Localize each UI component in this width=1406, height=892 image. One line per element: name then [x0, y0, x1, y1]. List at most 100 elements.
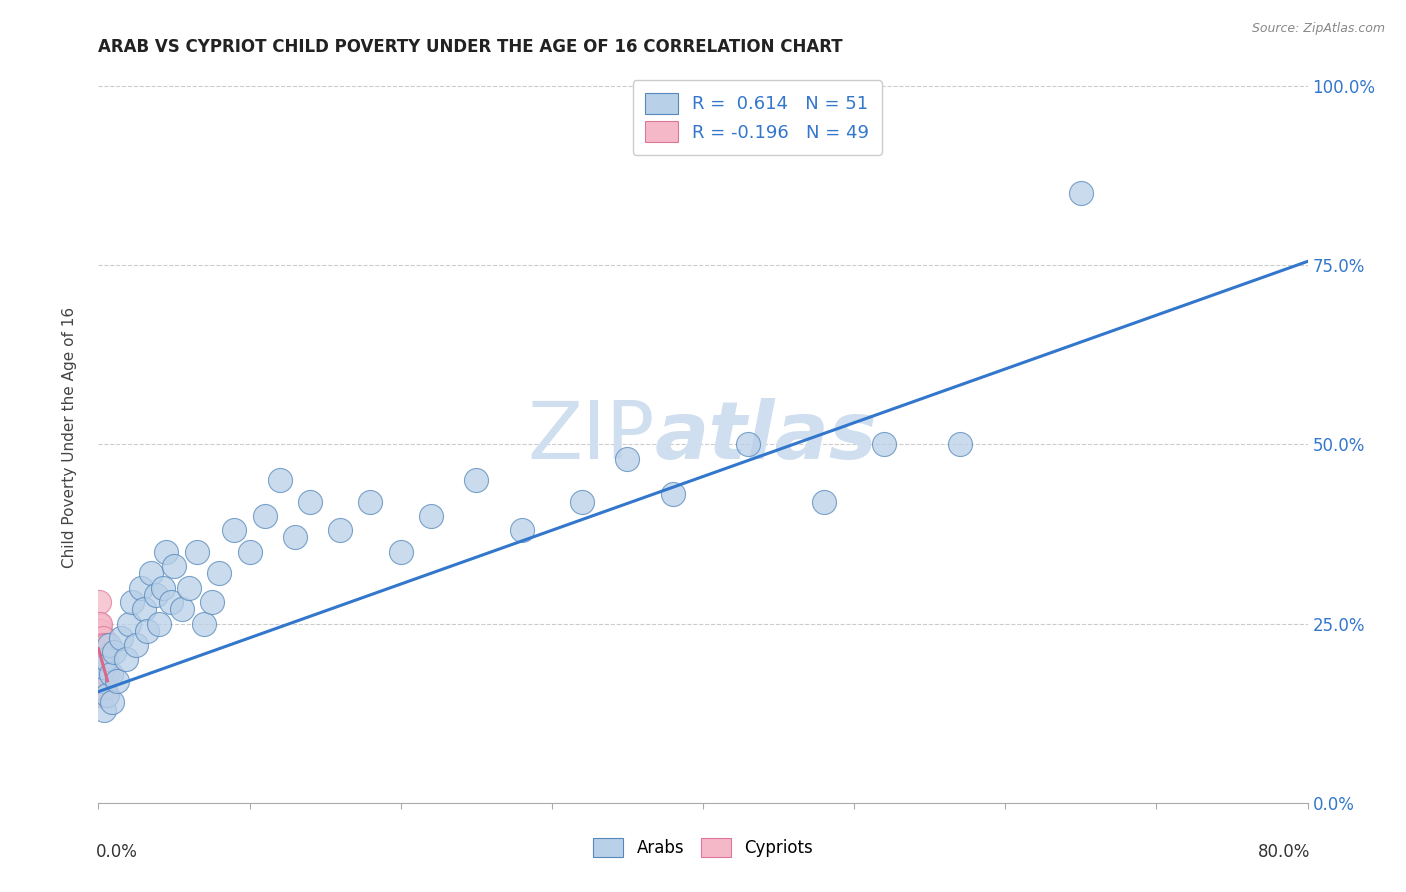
- Point: [465, 473, 488, 487]
- Point: [239, 545, 262, 559]
- Point: [118, 616, 141, 631]
- Point: [253, 508, 276, 523]
- Point: [87, 638, 110, 652]
- Point: [87, 666, 110, 681]
- Point: [201, 595, 224, 609]
- Point: [103, 645, 125, 659]
- Text: atlas: atlas: [655, 398, 877, 476]
- Point: [105, 673, 128, 688]
- Text: 80.0%: 80.0%: [1257, 843, 1310, 861]
- Point: [90, 673, 112, 688]
- Point: [89, 688, 111, 702]
- Point: [90, 645, 112, 659]
- Point: [129, 581, 152, 595]
- Point: [91, 631, 114, 645]
- Point: [90, 666, 112, 681]
- Point: [89, 659, 111, 673]
- Point: [90, 659, 112, 673]
- Point: [90, 659, 112, 673]
- Point: [571, 494, 593, 508]
- Point: [94, 688, 117, 702]
- Point: [89, 652, 111, 666]
- Point: [616, 451, 638, 466]
- Point: [89, 652, 111, 666]
- Point: [360, 494, 382, 508]
- Point: [91, 638, 114, 652]
- Point: [87, 616, 110, 631]
- Point: [148, 616, 170, 631]
- Point: [170, 602, 193, 616]
- Y-axis label: Child Poverty Under the Age of 16: Child Poverty Under the Age of 16: [62, 307, 77, 567]
- Point: [160, 595, 183, 609]
- Point: [510, 524, 533, 538]
- Point: [87, 688, 110, 702]
- Point: [186, 545, 208, 559]
- Point: [94, 673, 117, 688]
- Point: [208, 566, 231, 581]
- Point: [145, 588, 167, 602]
- Point: [93, 702, 115, 716]
- Point: [284, 531, 307, 545]
- Point: [90, 666, 112, 681]
- Point: [91, 659, 114, 673]
- Point: [89, 616, 111, 631]
- Point: [125, 638, 148, 652]
- Point: [96, 666, 118, 681]
- Point: [1070, 186, 1092, 201]
- Text: 0.0%: 0.0%: [96, 843, 138, 861]
- Point: [110, 631, 132, 645]
- Point: [91, 652, 114, 666]
- Point: [163, 559, 186, 574]
- Point: [89, 681, 111, 695]
- Point: [420, 508, 443, 523]
- Point: [96, 688, 118, 702]
- Point: [94, 638, 117, 652]
- Legend: Arabs, Cypriots: Arabs, Cypriots: [586, 831, 820, 864]
- Text: ARAB VS CYPRIOT CHILD POVERTY UNDER THE AGE OF 16 CORRELATION CHART: ARAB VS CYPRIOT CHILD POVERTY UNDER THE …: [98, 38, 844, 56]
- Point: [737, 437, 759, 451]
- Point: [155, 545, 177, 559]
- Point: [101, 695, 124, 709]
- Point: [873, 437, 896, 451]
- Point: [90, 673, 112, 688]
- Point: [389, 545, 412, 559]
- Point: [98, 638, 121, 652]
- Point: [114, 652, 136, 666]
- Point: [121, 595, 143, 609]
- Point: [90, 638, 112, 652]
- Point: [813, 494, 835, 508]
- Point: [89, 666, 111, 681]
- Point: [89, 595, 111, 609]
- Point: [152, 581, 174, 595]
- Point: [93, 638, 115, 652]
- Text: ZIP: ZIP: [527, 398, 655, 476]
- Point: [329, 524, 352, 538]
- Point: [661, 487, 683, 501]
- Point: [193, 616, 215, 631]
- Point: [89, 652, 111, 666]
- Point: [90, 688, 112, 702]
- Point: [91, 666, 114, 681]
- Point: [132, 602, 155, 616]
- Point: [90, 673, 112, 688]
- Point: [100, 666, 122, 681]
- Point: [91, 673, 114, 688]
- Point: [135, 624, 157, 638]
- Point: [89, 638, 111, 652]
- Point: [299, 494, 322, 508]
- Point: [179, 581, 201, 595]
- Point: [90, 652, 112, 666]
- Point: [224, 524, 246, 538]
- Point: [89, 681, 111, 695]
- Point: [91, 652, 114, 666]
- Point: [89, 673, 111, 688]
- Point: [89, 638, 111, 652]
- Point: [90, 645, 112, 659]
- Point: [93, 652, 115, 666]
- Point: [93, 666, 115, 681]
- Point: [269, 473, 291, 487]
- Text: Source: ZipAtlas.com: Source: ZipAtlas.com: [1251, 22, 1385, 36]
- Point: [89, 659, 111, 673]
- Point: [90, 681, 112, 695]
- Point: [89, 666, 111, 681]
